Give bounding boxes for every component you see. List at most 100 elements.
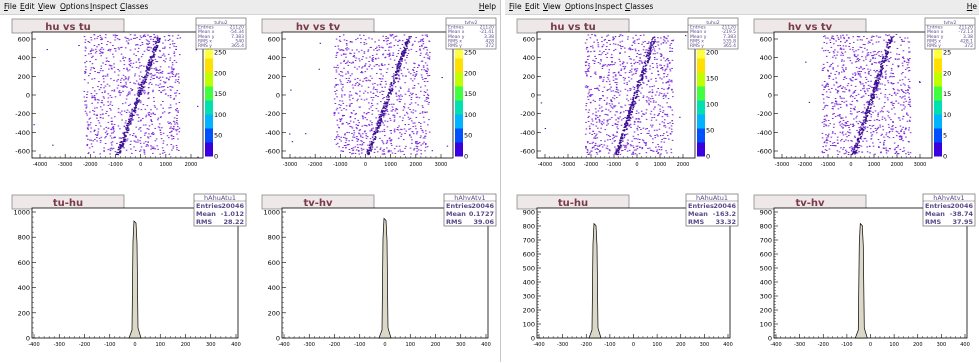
scatter-point [651,72,653,74]
scatter-point [352,110,355,112]
scatter-point [118,92,121,94]
menu-classes[interactable]: Classes [625,2,654,11]
menu-options[interactable]: Options [565,2,594,11]
scatter-point [406,113,409,115]
menu-edit[interactable]: Edit [20,2,35,11]
band-point [881,62,883,65]
scatter-point [97,128,100,130]
scatter-point [414,125,417,127]
scatter-point [860,112,863,114]
menu-help[interactable]: Help [478,2,496,11]
band-point [393,81,395,83]
scatter-point [355,138,358,140]
band-point [134,109,137,112]
scatter-point [616,82,618,84]
scatter-point [398,40,401,42]
scatter-point [104,91,106,93]
scatter-point [397,129,400,131]
scatter-point [667,87,670,89]
scatter-point [111,90,113,92]
scatter-point [177,110,179,112]
scatter-point [169,43,172,45]
scatter-point [410,102,413,104]
menu-file[interactable]: File [509,2,522,11]
scatter-band [851,36,894,156]
scatter-point [342,34,345,36]
scatter-point [379,84,382,86]
scatter-point [84,66,87,68]
scatter-point [384,56,387,58]
scatter-point [890,75,892,77]
scatter-point [405,62,408,64]
menu-view[interactable]: View [38,2,56,11]
scatter-point [667,98,670,100]
scatter-point [894,58,897,60]
scatter-point [616,111,619,113]
stats-value: -1.012 [221,210,244,218]
scatter-point [139,150,141,152]
scatter-point [909,132,912,134]
y-tick-label: 600 [268,36,280,44]
scatter-point [834,103,836,105]
stats-label: RMS y [448,43,462,49]
band-point [643,62,646,64]
scatter-point [162,90,164,92]
scatter-point [670,125,673,127]
scatter-point [838,114,841,116]
band-point [146,75,149,77]
scatter-point [634,50,637,52]
scatter-point [348,148,351,150]
menu-view[interactable]: View [543,2,561,11]
menu-inspect[interactable]: Inspect [595,2,623,11]
band-point [148,63,151,65]
scatter-point [855,95,858,97]
menu-classes[interactable]: Classes [120,2,149,11]
scatter-point [397,53,400,55]
band-point [648,58,651,60]
scatter-point [365,98,368,100]
menu-edit[interactable]: Edit [525,2,540,11]
band-point [127,122,130,125]
scatter-point [587,64,590,66]
scatter-point [651,124,654,126]
menu-help[interactable]: He [966,2,977,11]
scatter-point [341,118,343,120]
scatter-point [335,38,338,40]
scatter-point [847,140,850,142]
scatter-point [868,73,870,75]
scatter-point [839,47,842,49]
scatter-point [632,37,635,39]
scatter-point [851,100,854,102]
scatter-point [605,54,607,56]
y-tick-label: 800 [18,234,30,242]
menu-options[interactable]: Options [60,2,89,11]
scatter-point [147,92,150,94]
scatter-point [350,126,353,128]
scatter-point [131,110,133,112]
scatter-point [862,112,864,114]
scatter-point [588,95,591,97]
menu-inspect[interactable]: Inspect [90,2,118,11]
y-tick-label: 200 [18,73,30,81]
scatter-point [908,119,911,121]
scatter-point [173,97,176,99]
scatter-point [169,127,171,129]
canvas-area[interactable]: hu vs tu 600 400 200 0 -200 -400 -600 -4000 -3000… [0,15,500,362]
scatter-point [394,39,397,41]
scatter-point [426,64,429,66]
scatter-point [97,120,100,122]
scatter-point [344,62,347,64]
band-point [390,84,393,86]
scatter-point [831,62,834,64]
scatter-point [336,124,339,126]
scatter-point [369,141,371,143]
canvas-area[interactable]: hu vs tu 600 400 200 0 -200 -400 -600 -4000 -3000… [505,15,979,362]
scatter-point [660,37,662,39]
scatter-point [653,57,656,59]
menu-file[interactable]: File [4,2,17,11]
x-tick-label: 0 [383,342,386,348]
band-point [881,66,883,68]
